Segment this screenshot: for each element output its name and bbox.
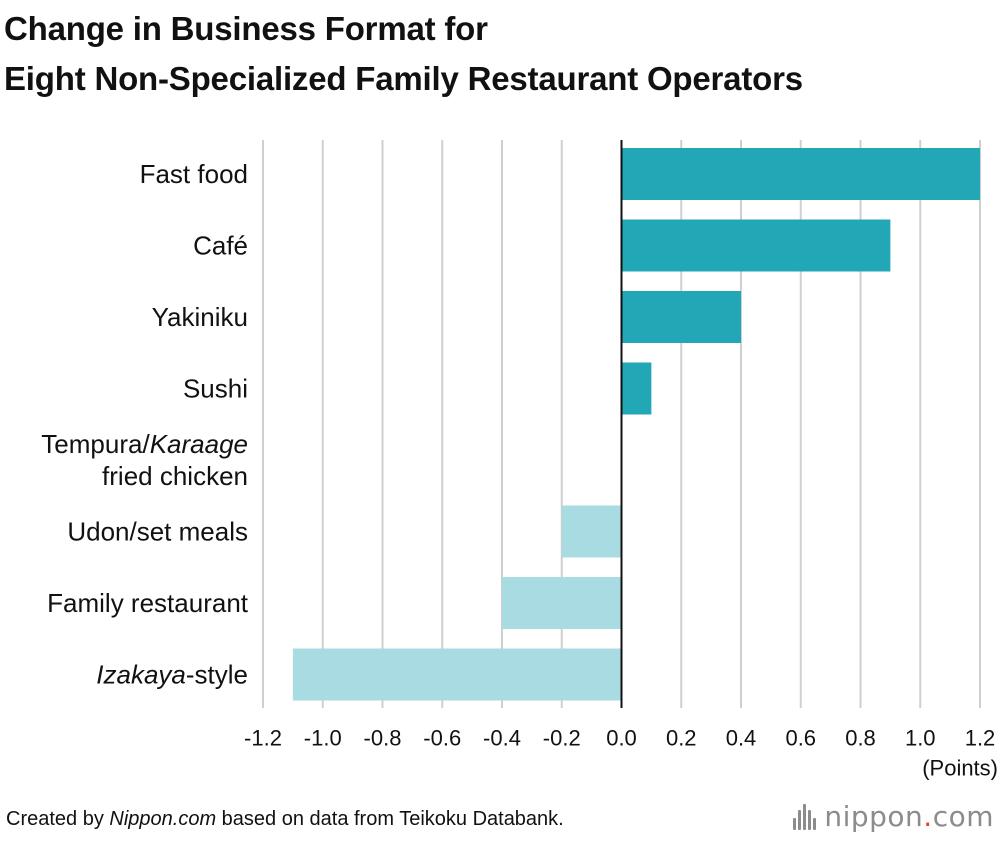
x-tick-label: 0.0: [606, 726, 637, 751]
bar-sushi: [621, 362, 652, 415]
category-label-izakaya: Izakaya-style: [96, 660, 248, 690]
logo-name: nippon: [824, 800, 924, 833]
bar-cafe: [621, 219, 891, 272]
x-tick-label: 0.4: [726, 726, 757, 751]
chart-title-line-1: Change in Business Format for: [4, 10, 488, 47]
x-axis-unit-label: (Points): [922, 756, 998, 781]
bar-family-restaurant: [502, 577, 622, 629]
bar-chart: Fast food Café Yakiniku Sushi Tempura/Karaag…: [41, 140, 998, 781]
category-label-yakiniku: Yakiniku: [152, 302, 248, 332]
x-tick-label: -1.0: [304, 726, 342, 751]
x-tick-label: 0.8: [845, 726, 876, 751]
x-tick-label: 0.6: [785, 726, 816, 751]
category-label-udon: Udon/set meals: [67, 517, 248, 547]
logo-mark-icon: [793, 803, 817, 830]
x-tick-label: 1.0: [905, 726, 936, 751]
category-label-tempura: fried chicken: [102, 461, 248, 491]
category-label-cafe: Café: [193, 231, 248, 261]
bar-fast-food: [621, 148, 980, 200]
source-prefix: Created by: [6, 808, 110, 830]
category-label-sushi: Sushi: [183, 374, 248, 404]
bar-udon: [561, 505, 622, 558]
logo-dot: .: [923, 800, 933, 833]
category-label-family-restaurant: Family restaurant: [47, 588, 249, 618]
x-tick-label: -0.6: [423, 726, 461, 751]
chart-title: Change in Business Format for Eight Non-…: [4, 4, 994, 104]
logo-tld: com: [932, 800, 994, 833]
category-label-tempura: Tempura/Karaage: [41, 429, 248, 459]
x-tick-label: 1.2: [965, 726, 996, 751]
source-note: Created by Nippon.com based on data from…: [6, 808, 564, 831]
x-tick-label: -1.2: [244, 726, 282, 751]
logo-wordmark: nippon.com: [824, 800, 994, 833]
nippon-logo: nippon.com: [793, 800, 994, 833]
category-label-fast-food: Fast food: [140, 159, 248, 189]
x-tick-label: -0.4: [483, 726, 521, 751]
source-suffix: based on data from Teikoku Databank.: [216, 808, 564, 830]
bar-izakaya: [292, 648, 622, 701]
bar-yakiniku: [621, 291, 741, 343]
source-publisher: Nippon.com: [109, 808, 217, 830]
chart-title-line-2: Eight Non-Specialized Family Restaurant …: [4, 60, 803, 97]
x-tick-label: 0.2: [666, 726, 697, 751]
x-tick-label: -0.8: [364, 726, 402, 751]
x-tick-label: -0.2: [543, 726, 581, 751]
